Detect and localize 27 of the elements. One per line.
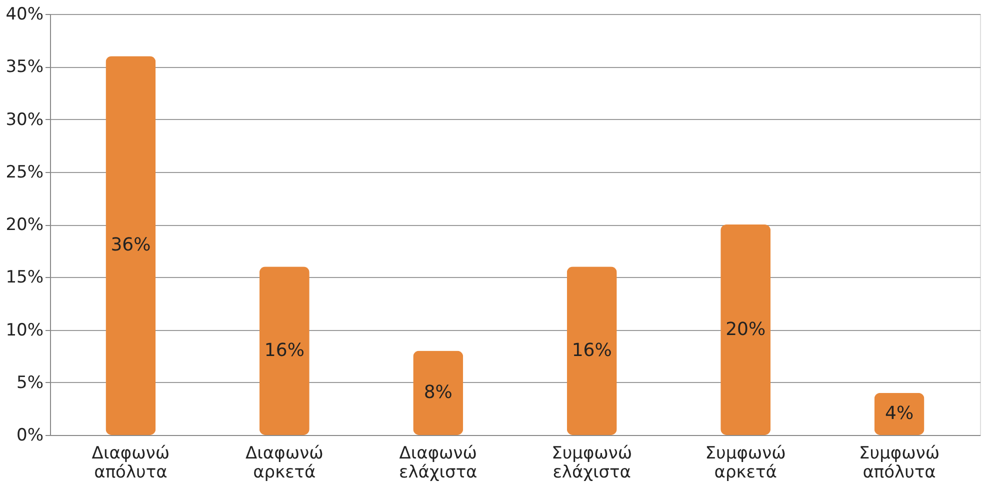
x-tick-label: Διαφωνώ απόλυτα [92, 444, 170, 482]
y-tick-label: 10% [6, 320, 44, 340]
data-label: 16% [264, 340, 304, 361]
bar [106, 56, 156, 435]
data-label: 20% [726, 318, 766, 340]
data-label: 16% [572, 340, 612, 361]
x-tick-label: Διαφωνώ αρκετά [246, 444, 324, 482]
bar [413, 350, 464, 435]
y-tick-label: 35% [6, 57, 44, 78]
y-tick-label: 20% [6, 215, 44, 235]
x-tick-label: Συμφωνώ απόλυτα [859, 444, 940, 482]
y-tick-label: 30% [6, 110, 44, 130]
y-tick-label: 5% [16, 372, 44, 393]
bar [874, 392, 924, 435]
y-tick-label: 15% [6, 268, 44, 288]
bar [720, 224, 771, 435]
y-tick-label: 40% [6, 4, 44, 24]
x-tick-label: Συμφωνώ ελάχιστα [552, 444, 632, 482]
x-tick-label: Διαφωνώ ελάχιστα [399, 444, 478, 482]
y-tick-label: 25% [6, 162, 44, 182]
data-label: 8% [424, 382, 452, 403]
data-label: 36% [110, 234, 151, 256]
x-tick-label: Συμφωνώ αρκετά [705, 444, 786, 482]
bar [259, 266, 310, 435]
data-label: 4% [885, 402, 914, 424]
y-tick-label: 0% [16, 426, 44, 446]
bar [566, 266, 617, 435]
